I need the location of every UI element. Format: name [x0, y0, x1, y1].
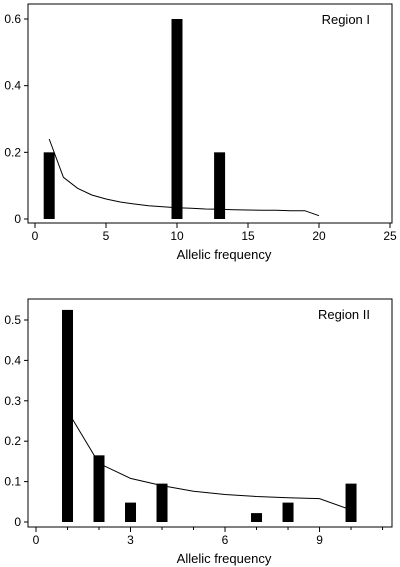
y-tick-label: 0: [14, 212, 21, 226]
y-tick-label: 0.3: [4, 394, 21, 408]
x-tick-label: 6: [222, 533, 229, 547]
y-tick-label: 0.4: [4, 79, 21, 93]
panel-label: Region II: [318, 307, 370, 322]
chart-panel-region-2: 0 0.1 0.2 0.3 0.4 0.5 0 3 6 9 Allelic frequency Reg…: [4, 298, 393, 566]
x-axis-label: Allelic frequency: [177, 247, 272, 262]
bar: [345, 483, 357, 522]
chart-panel-region-1: 0 0.2 0.4 0.6 0 5 10 15 20 25 Allelic frequency Reg…: [4, 3, 397, 262]
bar: [214, 152, 226, 219]
series-line: [67, 410, 352, 511]
x-tick-label: 15: [241, 229, 255, 243]
y-tick-label: 0.4: [4, 353, 21, 367]
bar: [251, 513, 263, 522]
bar: [93, 455, 105, 522]
plot-frame: [27, 298, 393, 528]
x-tick-label: 10: [170, 229, 184, 243]
x-tick-label: 5: [103, 229, 110, 243]
x-tick-label: 9: [316, 533, 323, 547]
y-tick-label: 0.2: [4, 145, 21, 159]
bar: [62, 309, 74, 522]
x-tick-label: 25: [383, 229, 397, 243]
x-tick-label: 0: [32, 229, 39, 243]
x-tick-label: 0: [33, 533, 40, 547]
bar: [43, 152, 55, 219]
bar: [125, 502, 137, 522]
plot-frame: [27, 3, 393, 224]
x-tick-label: 20: [312, 229, 326, 243]
panel-label: Region I: [322, 12, 370, 27]
x-axis-label: Allelic frequency: [177, 551, 272, 566]
x-tick-label: 3: [127, 533, 134, 547]
y-tick-label: 0.1: [4, 475, 21, 489]
bar: [282, 502, 294, 522]
bar: [156, 483, 168, 522]
y-tick-label: 0: [14, 515, 21, 529]
y-tick-label: 0.6: [4, 12, 21, 26]
y-tick-label: 0.5: [4, 313, 21, 327]
series-line: [48, 138, 320, 217]
y-tick-label: 0.2: [4, 434, 21, 448]
bar: [171, 19, 183, 219]
